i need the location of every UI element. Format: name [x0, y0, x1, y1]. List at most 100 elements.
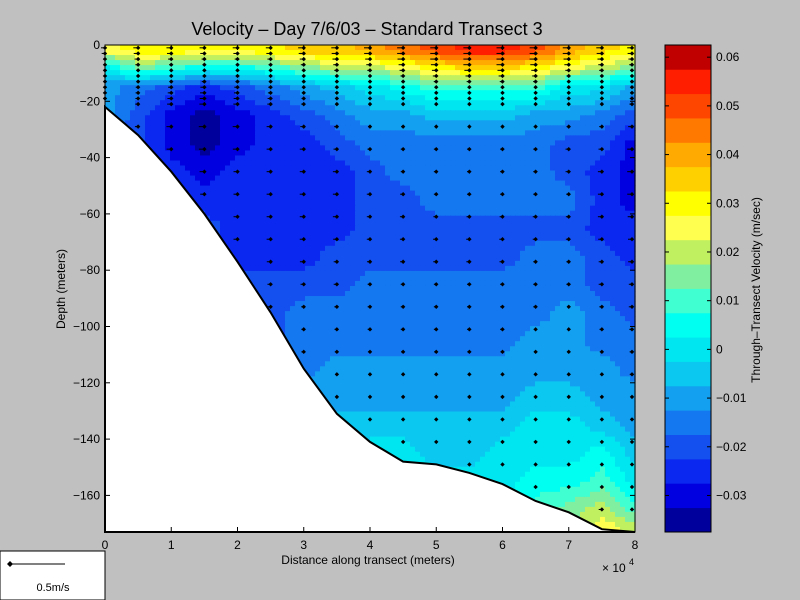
- velocity-cell: [320, 245, 326, 252]
- velocity-cell: [625, 145, 631, 152]
- velocity-cell: [455, 95, 461, 101]
- velocity-cell: [610, 215, 616, 222]
- velocity-cell: [430, 70, 436, 76]
- velocity-cell: [320, 140, 326, 147]
- velocity-cell: [505, 95, 511, 101]
- velocity-cell: [580, 85, 586, 91]
- velocity-cell: [380, 275, 386, 282]
- velocity-cell: [375, 115, 381, 121]
- velocity-cell: [400, 130, 406, 136]
- velocity-cell: [415, 45, 421, 51]
- velocity-cell: [355, 245, 361, 252]
- velocity-cell: [595, 145, 601, 152]
- velocity-cell: [110, 90, 116, 96]
- velocity-cell: [380, 185, 386, 192]
- velocity-cell: [370, 50, 376, 56]
- velocity-cell: [525, 140, 531, 147]
- velocity-cell: [350, 135, 356, 141]
- velocity-cell: [460, 200, 466, 207]
- velocity-cell: [590, 190, 596, 197]
- velocity-cell: [265, 210, 271, 217]
- velocity-cell: [515, 130, 521, 136]
- velocity-cell: [545, 130, 551, 136]
- velocity-cell: [585, 190, 591, 197]
- velocity-cell: [590, 225, 596, 232]
- velocity-cell: [570, 235, 576, 242]
- velocity-cell: [410, 130, 416, 136]
- velocity-cell: [260, 210, 266, 217]
- velocity-cell: [460, 165, 466, 172]
- velocity-cell: [330, 180, 336, 187]
- velocity-cell: [245, 145, 251, 152]
- velocity-cell: [415, 110, 421, 116]
- velocity-cell: [240, 120, 246, 126]
- velocity-cell: [455, 190, 461, 197]
- velocity-cell: [185, 130, 191, 136]
- velocity-cell: [370, 65, 376, 71]
- velocity-cell: [440, 105, 446, 111]
- velocity-cell: [120, 105, 126, 111]
- velocity-cell: [155, 50, 161, 56]
- velocity-cell: [600, 125, 606, 131]
- velocity-cell: [300, 255, 306, 262]
- velocity-cell: [490, 230, 496, 237]
- velocity-cell: [195, 105, 201, 111]
- velocity-cell: [270, 120, 276, 126]
- velocity-cell: [445, 260, 451, 267]
- velocity-cell: [195, 90, 201, 96]
- velocity-cell: [565, 185, 571, 192]
- velocity-cell: [485, 100, 491, 106]
- velocity-cell: [525, 215, 531, 222]
- velocity-cell: [245, 195, 251, 202]
- velocity-cell: [460, 195, 466, 202]
- velocity-cell: [495, 225, 501, 232]
- velocity-cell: [540, 200, 546, 207]
- velocity-cell: [605, 210, 611, 217]
- velocity-cell: [265, 190, 271, 197]
- velocity-cell: [275, 205, 281, 212]
- velocity-cell: [255, 205, 261, 212]
- velocity-cell: [440, 135, 446, 141]
- velocity-cell: [220, 165, 226, 172]
- velocity-cell: [285, 165, 291, 172]
- velocity-cell: [240, 60, 246, 66]
- velocity-cell: [550, 215, 556, 222]
- velocity-cell: [280, 165, 286, 172]
- velocity-cell: [455, 155, 461, 162]
- velocity-cell: [460, 140, 466, 147]
- velocity-cell: [555, 50, 561, 56]
- velocity-cell: [405, 55, 411, 61]
- velocity-cell: [435, 220, 441, 227]
- velocity-cell: [335, 80, 341, 86]
- velocity-cell: [300, 160, 306, 167]
- velocity-cell: [170, 155, 176, 162]
- velocity-cell: [270, 190, 276, 197]
- velocity-cell: [165, 135, 171, 141]
- velocity-cell: [575, 190, 581, 197]
- velocity-cell: [320, 90, 326, 96]
- velocity-cell: [465, 120, 471, 126]
- velocity-cell: [400, 260, 406, 267]
- velocity-cell: [510, 115, 516, 121]
- velocity-cell: [130, 60, 136, 66]
- velocity-cell: [195, 60, 201, 66]
- velocity-cell: [545, 115, 551, 121]
- velocity-cell: [260, 195, 266, 202]
- velocity-cell: [350, 140, 356, 147]
- velocity-cell: [420, 105, 426, 111]
- velocity-cell: [595, 230, 601, 237]
- velocity-cell: [380, 265, 386, 272]
- velocity-cell: [545, 235, 551, 242]
- velocity-cell: [595, 70, 601, 76]
- velocity-cell: [265, 50, 271, 56]
- velocity-cell: [145, 75, 151, 81]
- velocity-cell: [290, 100, 296, 106]
- velocity-cell: [200, 195, 206, 202]
- velocity-cell: [295, 140, 301, 147]
- velocity-cell: [365, 210, 371, 217]
- velocity-cell: [115, 45, 121, 51]
- velocity-cell: [420, 120, 426, 126]
- velocity-cell: [205, 140, 211, 147]
- velocity-cell: [325, 150, 331, 157]
- velocity-cell: [445, 45, 451, 51]
